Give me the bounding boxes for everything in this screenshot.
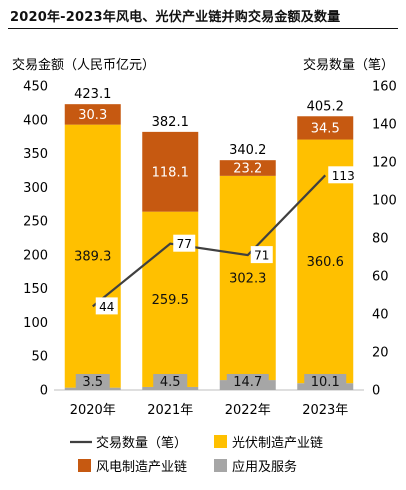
data-labels: 3.5 4.5 14.7 10.1 389.3 259.5 302.3 360.6 30.3 11…: [74, 87, 347, 390]
segment-value-label: 14.7: [233, 375, 262, 390]
legend-label: 交易数量（笔）: [96, 435, 187, 451]
bar-segments: [64, 104, 354, 390]
y-right-tick-label: 140: [372, 118, 397, 133]
bar-segment: [64, 104, 121, 125]
bar-segment: [219, 160, 276, 176]
axes: 0 50 100 150 200 250 300 350 400 450 0 20 40 60 80 100 1…: [23, 80, 397, 419]
count-label-bg: [250, 246, 273, 264]
count-line: 44 77 71 113: [92, 166, 359, 315]
legend-label: 风电制造产业链: [96, 460, 187, 475]
y-left-tick-label: 300: [23, 181, 48, 196]
y-right-tick-label: 20: [372, 346, 389, 361]
bar-segment: [64, 124, 121, 388]
segment-value-label: 4.5: [160, 375, 181, 390]
count-label-bg: [328, 166, 359, 184]
y-left-tick-label: 400: [23, 113, 48, 128]
y-left-tick-label: 100: [23, 316, 48, 331]
y-axis-left-label: 交易金额（人民币亿元）: [12, 57, 155, 73]
count-label-bg: [173, 234, 196, 252]
segment-value-label: 302.3: [229, 271, 266, 286]
y-left-tick-label: 50: [31, 350, 48, 365]
segment-label-tab: [153, 374, 188, 389]
segment-value-label: 10.1: [311, 375, 340, 390]
bar-segment: [142, 131, 199, 212]
count-label-bg: [95, 297, 118, 315]
y-left-tick-label: 150: [23, 282, 48, 297]
chart-title: 2020年-2023年风电、光伏产业链并购交易金额及数量: [10, 10, 341, 25]
y-left-tick-label: 200: [23, 248, 48, 263]
count-value-label: 44: [99, 300, 114, 314]
bar-segment: [297, 116, 354, 140]
y-right-tick-label: 100: [372, 194, 397, 209]
bar-segment: [219, 175, 276, 381]
legend-label: 应用及服务: [232, 459, 297, 475]
segment-label-tab: [226, 374, 269, 389]
y-left-tick-label: 450: [23, 80, 48, 95]
x-tick-label: 2020年: [70, 403, 116, 418]
y-left-tick-label: 250: [23, 215, 48, 230]
count-line-path: [92, 174, 327, 308]
total-value-label: 340.2: [229, 143, 266, 158]
segment-label-tab: [75, 374, 110, 389]
count-value-label: 113: [332, 169, 355, 183]
y-left-tick-label: 350: [23, 147, 48, 162]
segment-value-label: 3.5: [82, 375, 103, 390]
segment-value-label: 118.1: [152, 165, 189, 180]
segment-value-label: 259.5: [152, 293, 189, 308]
segment-label-tab: [304, 374, 347, 389]
y-right-tick-label: 60: [372, 270, 389, 285]
total-value-label: 405.2: [307, 99, 344, 114]
x-tick-label: 2022年: [225, 403, 271, 418]
count-value-label: 77: [177, 237, 192, 251]
legend-box-swatch: [214, 459, 227, 472]
y-left-tick-label: 0: [40, 384, 48, 399]
legend-box-swatch: [78, 459, 91, 472]
x-tick-label: 2023年: [302, 403, 348, 418]
y-right-tick-label: 80: [372, 232, 389, 247]
segment-value-label: 23.2: [233, 162, 262, 177]
title-underline: [8, 28, 398, 29]
y-right-tick-label: 40: [372, 308, 389, 323]
y-right-tick-label: 120: [372, 156, 397, 171]
legend-box-swatch: [214, 435, 227, 448]
segment-value-label: 389.3: [74, 250, 111, 265]
segment-value-label: 360.6: [307, 255, 344, 270]
legend-label: 光伏制造产业链: [232, 436, 323, 451]
total-value-label: 423.1: [74, 87, 111, 102]
count-value-label: 71: [254, 249, 269, 263]
x-tick-label: 2021年: [147, 403, 193, 418]
segment-value-label: 30.3: [78, 108, 107, 123]
y-axis-right-label: 交易数量（笔）: [303, 57, 394, 73]
y-right-tick-label: 0: [372, 384, 380, 399]
y-right-tick-label: 160: [372, 80, 397, 95]
segment-value-label: 34.5: [311, 121, 340, 136]
total-value-label: 382.1: [152, 115, 189, 130]
